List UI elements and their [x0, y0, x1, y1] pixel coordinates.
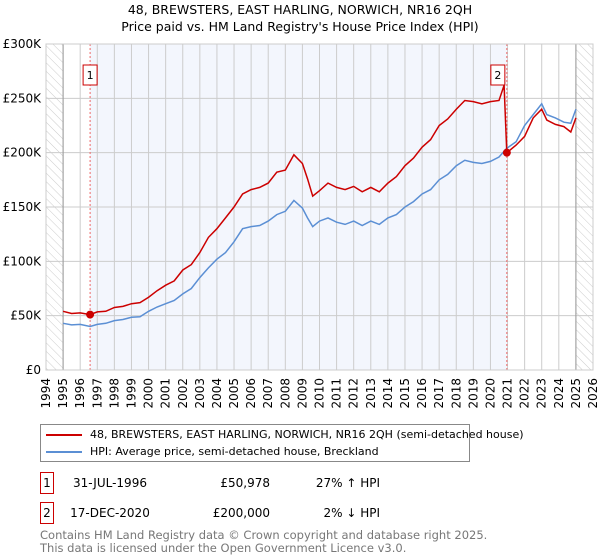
transaction-hpi: 2% ↓ HPI	[323, 506, 380, 520]
y-tick-label: £250K	[3, 91, 43, 105]
chart-subtitle: Price paid vs. HM Land Registry's House …	[121, 19, 478, 34]
footer-copyright: Contains HM Land Registry data © Crown c…	[40, 528, 488, 542]
x-tick-label: 2003	[193, 378, 207, 409]
y-tick-label: £0	[26, 363, 41, 377]
x-tick-label: 2025	[569, 378, 583, 409]
x-tick-label: 2020	[483, 378, 497, 409]
transaction-date: 17-DEC-2020	[70, 506, 150, 520]
x-tick-label: 1996	[73, 378, 87, 409]
x-tick-label: 2011	[330, 378, 344, 409]
sale-label-box	[490, 64, 506, 86]
sale-label: 2	[494, 69, 501, 82]
y-tick-label: £150K	[3, 200, 43, 214]
x-tick-label: 2015	[398, 378, 412, 409]
x-tick-label: 2008	[278, 378, 292, 409]
transaction-row: 2 17-DEC-2020 £200,000 2% ↓ HPI	[40, 502, 440, 524]
transaction-date: 31-JUL-1996	[73, 476, 147, 490]
x-tick-label: 2009	[295, 378, 309, 409]
x-tick-label: 1998	[107, 378, 121, 409]
x-tick-label: 2012	[347, 378, 361, 409]
x-tick-label: 2019	[466, 378, 480, 409]
sale-point	[502, 148, 511, 157]
x-tick-label: 2013	[364, 378, 378, 409]
transaction-row: 1 31-JUL-1996 £50,978 27% ↑ HPI	[40, 472, 440, 494]
x-tick-label: 2021	[501, 378, 515, 409]
transaction-marker: 1	[40, 472, 54, 494]
x-tick-label: 2017	[432, 378, 446, 409]
x-tick-label: 2002	[176, 378, 190, 409]
x-tick-label: 1995	[56, 378, 70, 409]
price-chart: 48, BREWSTERS, EAST HARLING, NORWICH, NR…	[3, 2, 600, 409]
x-tick-label: 1997	[90, 378, 104, 409]
transaction-hpi: 27% ↑ HPI	[315, 476, 380, 490]
transaction-marker: 2	[40, 502, 54, 524]
legend-swatch-blue	[46, 451, 82, 453]
x-tick-label: 2014	[381, 378, 395, 409]
sale-label: 1	[87, 69, 94, 82]
x-tick-label: 2004	[210, 378, 224, 409]
legend: 48, BREWSTERS, EAST HARLING, NORWICH, NR…	[40, 424, 524, 462]
transaction-price: £200,000	[212, 506, 270, 520]
x-tick-label: 2005	[227, 378, 241, 409]
plot-border	[45, 43, 594, 371]
legend-label: 48, BREWSTERS, EAST HARLING, NORWICH, NR…	[90, 428, 524, 441]
legend-label: HPI: Average price, semi-detached house,…	[90, 445, 379, 458]
transaction-price: £50,978	[220, 476, 270, 490]
y-tick-label: £200K	[3, 146, 43, 160]
legend-swatch-red	[46, 434, 82, 436]
x-tick-label: 2023	[535, 378, 549, 409]
y-tick-label: £50K	[10, 309, 42, 323]
x-tick-label: 2000	[142, 378, 156, 409]
legend-item-property: 48, BREWSTERS, EAST HARLING, NORWICH, NR…	[46, 426, 524, 443]
chart-title: 48, BREWSTERS, EAST HARLING, NORWICH, NR…	[128, 2, 472, 17]
x-tick-label: 2006	[244, 378, 258, 409]
x-tick-label: 2016	[415, 378, 429, 409]
x-tick-label: 2010	[313, 378, 327, 409]
footer-licence: This data is licensed under the Open Gov…	[40, 541, 407, 555]
footer: Contains HM Land Registry data © Crown c…	[40, 529, 487, 555]
x-tick-label: 2007	[261, 378, 275, 409]
y-tick-label: £100K	[3, 254, 43, 268]
legend-item-hpi: HPI: Average price, semi-detached house,…	[46, 443, 379, 460]
x-tick-label: 1999	[124, 378, 138, 409]
sale-point	[86, 310, 95, 319]
hpi-series-line	[62, 102, 577, 328]
x-tick-label: 1994	[39, 378, 53, 409]
y-tick-label: £300K	[3, 37, 43, 51]
x-tick-label: 2001	[159, 378, 173, 409]
sale-label-box	[82, 64, 98, 86]
x-tick-label: 2022	[518, 378, 532, 409]
x-tick-label: 2024	[552, 378, 566, 409]
x-tick-label: 2026	[586, 378, 600, 409]
x-tick-label: 2018	[449, 378, 463, 409]
property-series-line	[62, 85, 577, 316]
